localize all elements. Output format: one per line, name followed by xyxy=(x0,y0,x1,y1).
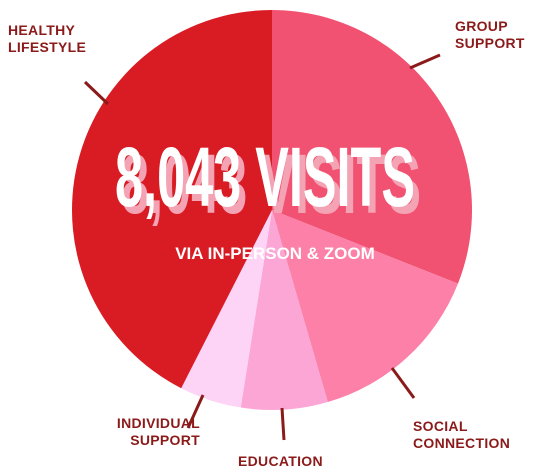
slice-label: EDUCATION xyxy=(238,453,323,468)
chart-title: 8,043 VISITS xyxy=(115,130,415,224)
title-shadow: 8,043 VISITS xyxy=(121,137,421,231)
slices xyxy=(72,10,473,410)
pie-slice xyxy=(72,10,272,389)
chart-subtitle: VIA IN-PERSON & ZOOM xyxy=(175,244,375,263)
slice-label: SOCIAL CONNECTION xyxy=(413,418,511,451)
leaders xyxy=(83,53,441,441)
leader-line xyxy=(280,407,286,441)
pie-slice xyxy=(272,210,458,403)
slice-label: HEALTHY LIFESTYLE xyxy=(8,22,87,55)
pie-slice xyxy=(272,10,473,284)
pie-slice xyxy=(181,210,272,408)
leader-line xyxy=(186,394,205,429)
pie-slice xyxy=(240,210,328,410)
leader-line xyxy=(390,367,416,399)
leader-line xyxy=(409,53,441,70)
slice-label: INDIVIDUAL SUPPORT xyxy=(116,415,200,448)
slice-label: GROUP SUPPORT xyxy=(455,18,525,51)
leader-line xyxy=(83,80,110,106)
